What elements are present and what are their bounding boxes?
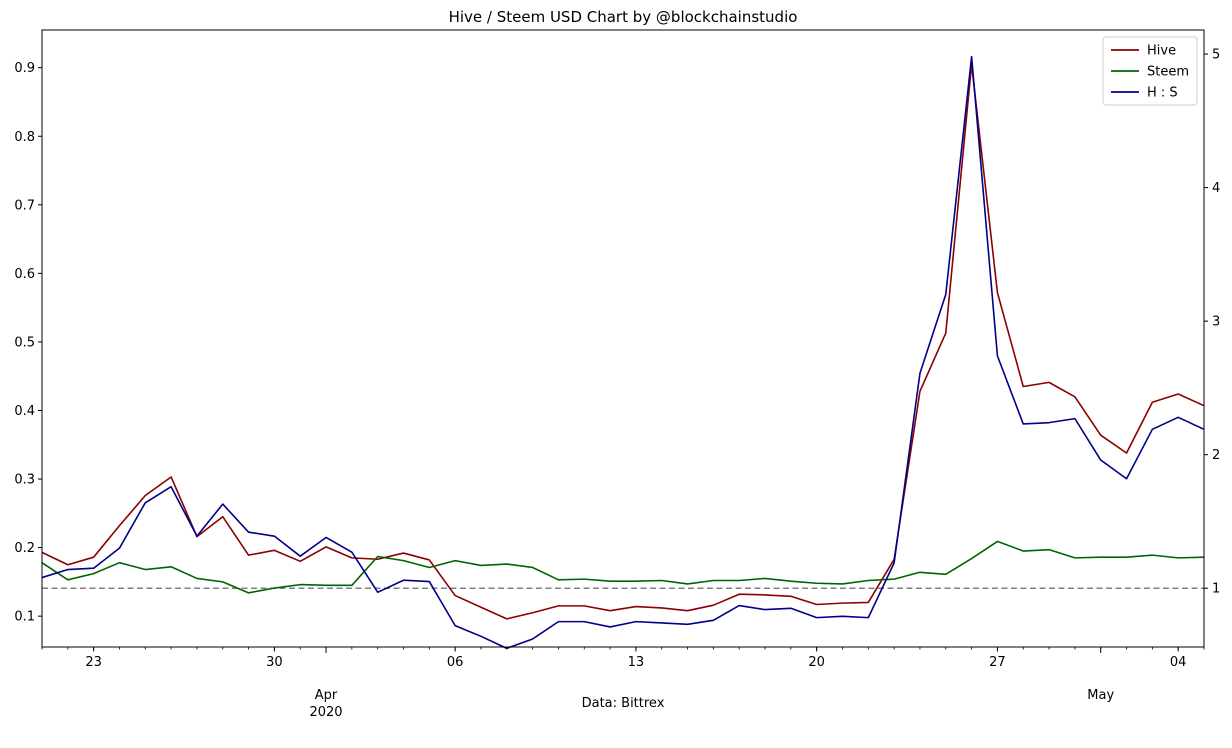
series-line-hive bbox=[41, 63, 1205, 620]
chart-title: Hive / Steem USD Chart by @blockchainstu… bbox=[449, 8, 798, 26]
legend: Hive Steem H : S bbox=[1102, 36, 1198, 106]
y2-tick-label: 5 bbox=[1212, 48, 1220, 63]
y2-tick-label: 1 bbox=[1212, 582, 1220, 597]
x-month-label: May bbox=[1087, 688, 1114, 703]
x-axis-label: Data: Bittrex bbox=[582, 696, 665, 711]
y-tick-label: 0.6 bbox=[14, 267, 35, 282]
x-tick-label: 23 bbox=[85, 655, 102, 670]
x-tick-label: 20 bbox=[808, 655, 825, 670]
legend-entry: H : S bbox=[1147, 86, 1178, 101]
legend-entry: Hive bbox=[1147, 44, 1176, 59]
series-lines bbox=[41, 55, 1205, 650]
y2-tick-label: 3 bbox=[1212, 315, 1220, 330]
y-tick-label: 0.7 bbox=[14, 198, 35, 213]
y-tick-label: 0.8 bbox=[14, 130, 35, 145]
y-tick-label: 0.3 bbox=[14, 473, 35, 488]
y2-tick-label: 2 bbox=[1212, 448, 1220, 463]
series-line-h-s bbox=[41, 55, 1205, 650]
legend-box bbox=[1102, 36, 1198, 106]
x-month-label: Apr bbox=[315, 688, 338, 703]
y-tick-label: 0.2 bbox=[14, 541, 35, 556]
y-tick-label: 0.9 bbox=[14, 61, 35, 76]
x-year-label: 2020 bbox=[309, 705, 342, 720]
x-tick-label: 06 bbox=[447, 655, 464, 670]
legend-entry: Steem bbox=[1147, 65, 1189, 80]
x-tick-label: 13 bbox=[628, 655, 645, 670]
plot-frame bbox=[41, 29, 1205, 648]
y-tick-label: 0.4 bbox=[14, 404, 35, 419]
x-tick-label: 30 bbox=[266, 655, 283, 670]
series-line-steem bbox=[41, 540, 1205, 594]
y-tick-label: 0.5 bbox=[14, 335, 35, 350]
y2-tick-label: 4 bbox=[1212, 181, 1220, 196]
x-tick-label: 04 bbox=[1170, 655, 1187, 670]
y-tick-label: 0.1 bbox=[14, 610, 35, 625]
x-tick-label: 27 bbox=[989, 655, 1006, 670]
